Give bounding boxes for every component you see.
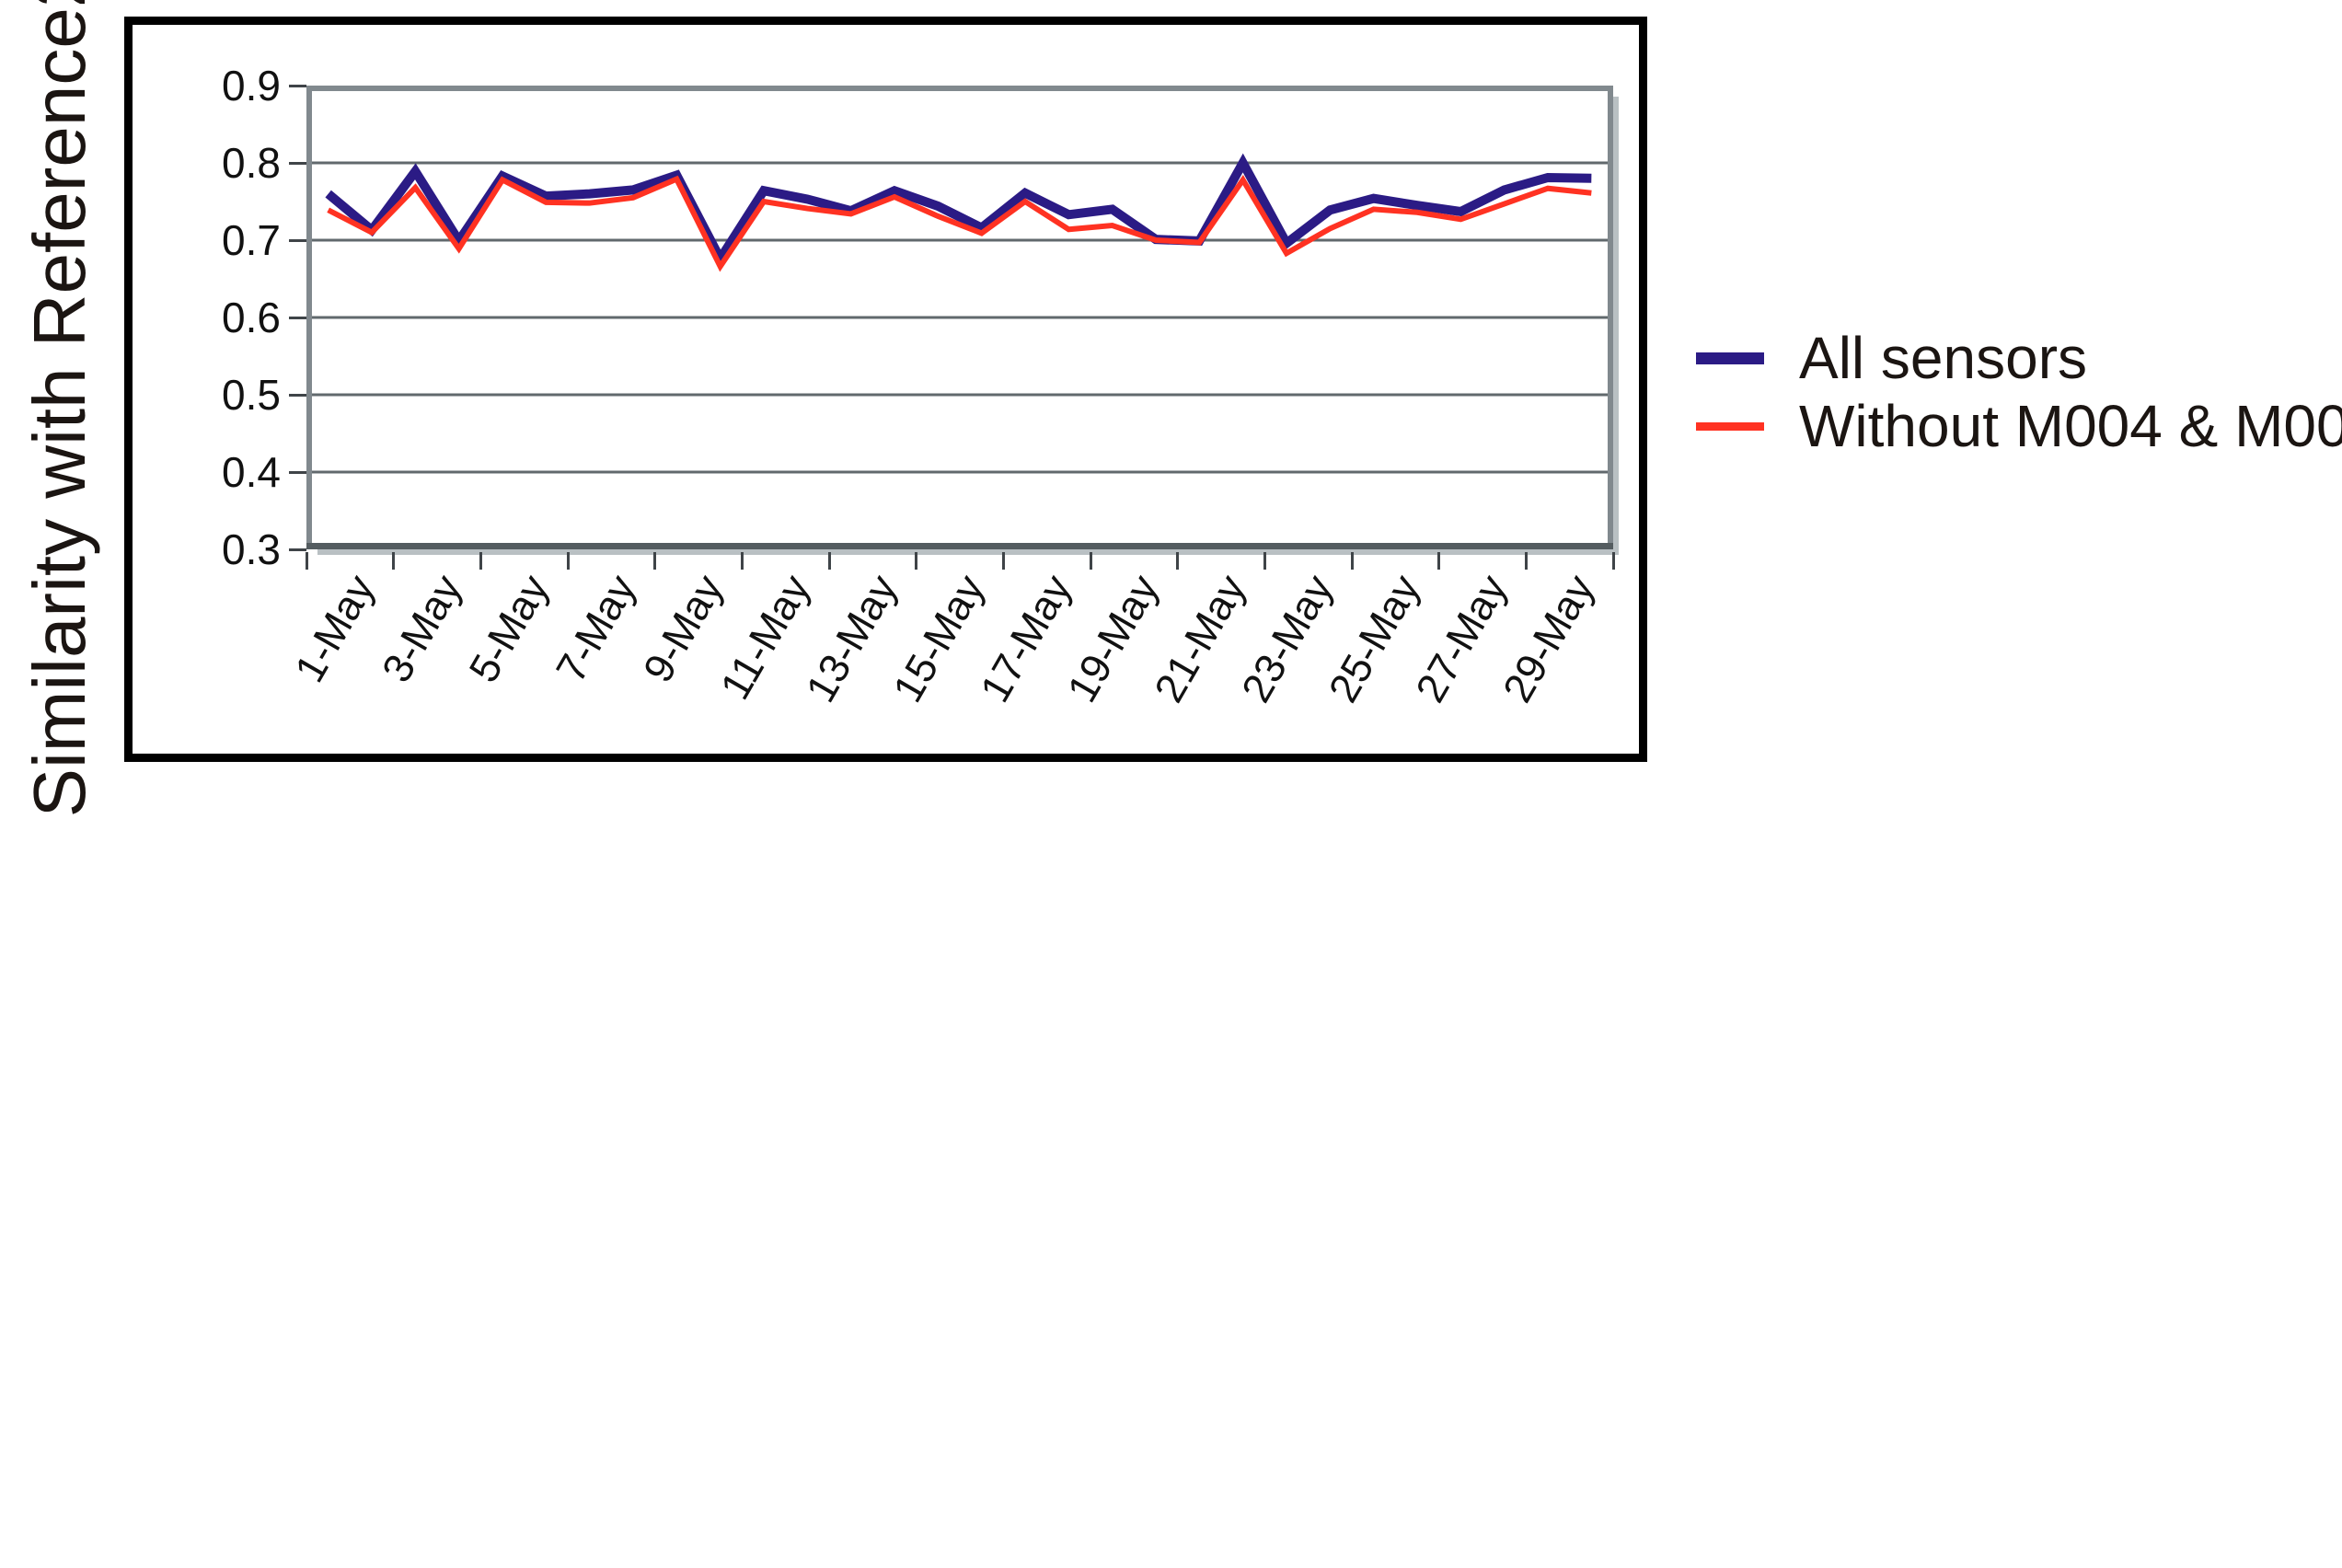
x-tick-mark <box>305 552 308 570</box>
legend-label: All sensors <box>1799 325 2087 391</box>
x-tick-mark <box>1263 552 1266 570</box>
x-tick-mark <box>1089 552 1092 570</box>
y-tick-mark <box>289 84 306 87</box>
x-tick-mark <box>1001 552 1005 570</box>
y-axis-title: Similarity with Reference2 <box>18 0 100 818</box>
chart-outer-frame <box>124 17 1647 762</box>
x-tick-mark <box>653 552 657 570</box>
y-tick-label: 0.3 <box>222 525 281 573</box>
legend-line-swatch-all-sensors <box>1696 352 1764 364</box>
legend-item: All sensors <box>1696 324 2342 392</box>
x-tick-mark <box>827 552 831 570</box>
line-chart-canvas <box>306 86 1613 549</box>
x-tick-mark <box>1524 552 1528 570</box>
y-tick-mark <box>289 393 306 397</box>
x-tick-mark <box>479 552 482 570</box>
y-tick-label: 0.6 <box>222 294 281 341</box>
x-tick-mark <box>740 552 744 570</box>
legend: All sensors Without M004 & M008 <box>1696 324 2342 460</box>
x-tick-mark <box>1176 552 1180 570</box>
x-tick-mark <box>392 552 396 570</box>
y-tick-mark <box>289 316 306 319</box>
x-tick-mark <box>1437 552 1441 570</box>
series-line-0 <box>325 153 1592 269</box>
plot-area <box>306 86 1613 549</box>
x-tick-mark <box>915 552 918 570</box>
legend-item: Without M004 & M008 <box>1696 392 2342 460</box>
legend-line-swatch-without-m004-m008 <box>1696 421 1764 431</box>
y-tick-mark <box>289 161 306 165</box>
series-line-1 <box>327 174 1592 272</box>
legend-label: Without M004 & M008 <box>1799 393 2342 459</box>
y-tick-mark <box>289 470 306 474</box>
x-tick-mark <box>566 552 570 570</box>
y-tick-label: 0.4 <box>222 448 281 496</box>
y-tick-mark <box>289 238 306 242</box>
x-tick-mark <box>1611 552 1615 570</box>
y-tick-mark <box>289 548 306 551</box>
x-tick-mark <box>1350 552 1354 570</box>
y-tick-label: 0.8 <box>222 139 281 187</box>
y-tick-label: 0.5 <box>222 371 281 419</box>
y-tick-label: 0.7 <box>222 216 281 264</box>
y-tick-label: 0.9 <box>222 62 281 110</box>
